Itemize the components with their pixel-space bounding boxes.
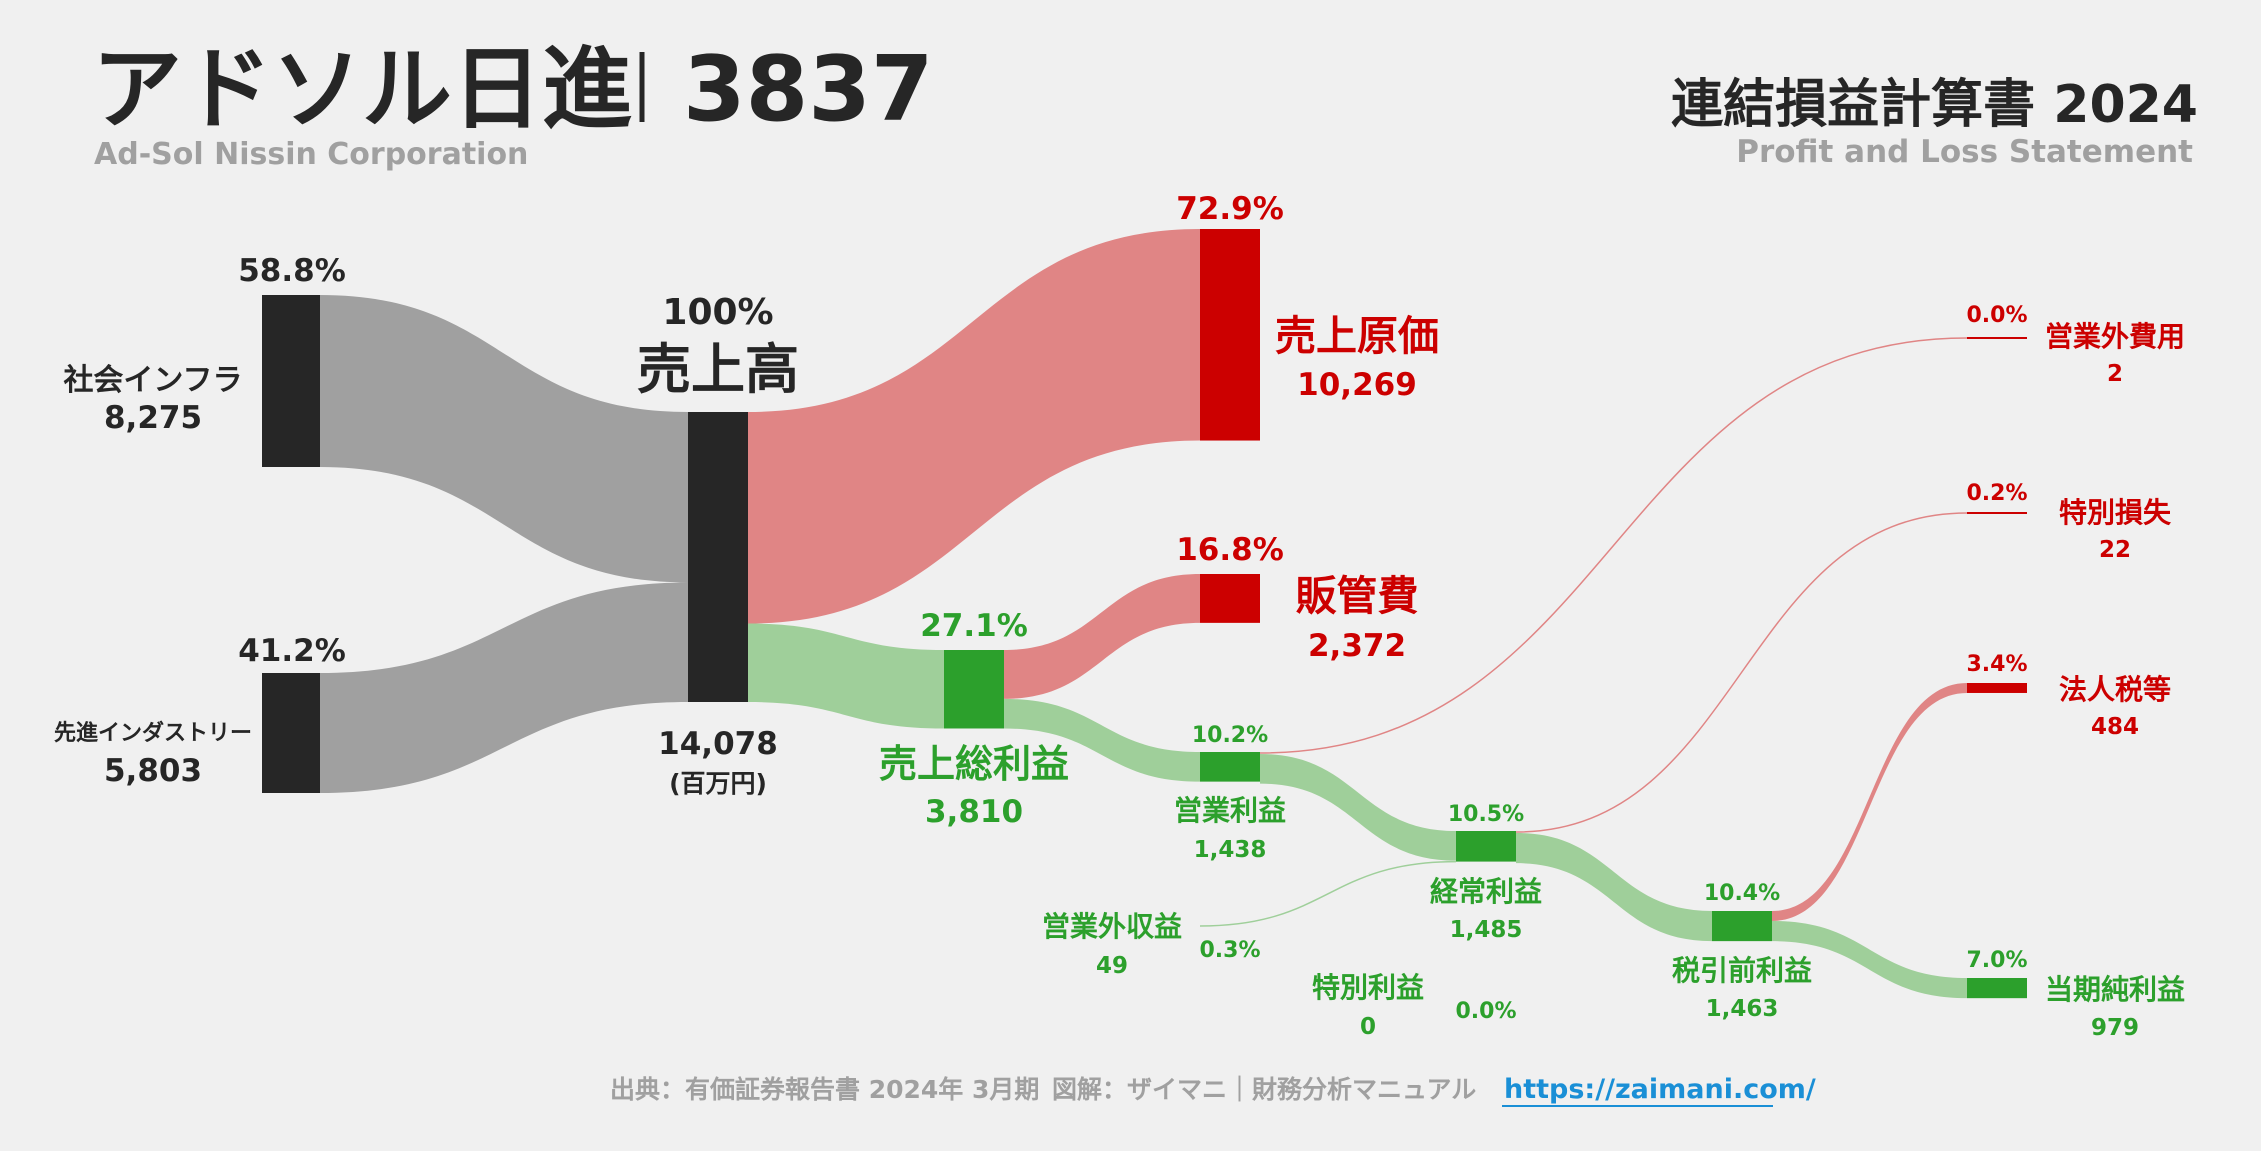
- node-name-ext-loss: 特別損失: [2059, 496, 2172, 529]
- node-bar-ext_loss: [1967, 512, 2027, 514]
- node-bar-cogs: [1200, 229, 1260, 441]
- node-bar-tax: [1967, 683, 2027, 693]
- pct-label-gross: 27.1%: [920, 608, 1028, 644]
- stock-code: 3837: [683, 37, 934, 142]
- value-label-ext-gain: 0: [1360, 1014, 1376, 1040]
- pct-label-advanced: 41.2%: [238, 633, 346, 669]
- value-label-ordinary: 1,485: [1450, 917, 1523, 943]
- node-name-advanced: 先進インダストリー: [54, 720, 252, 746]
- value-label-pretax: 1,463: [1706, 996, 1779, 1022]
- flow-ordinary-to-pretax: [1516, 833, 1712, 942]
- flow-ordinary-to-ext_loss: [1515, 512, 1968, 833]
- flow-gross-to-op: [1004, 698, 1200, 782]
- flow-pretax-to-tax: [1772, 683, 1967, 921]
- node-layer: [262, 229, 2027, 999]
- node-name-sga: 販管費: [1296, 572, 1419, 620]
- value-label-sga: 2,372: [1308, 628, 1406, 664]
- flow-gross-to-sga: [1004, 574, 1200, 699]
- value-label-advanced: 5,803: [104, 753, 202, 789]
- pct-label-op: 10.2%: [1192, 723, 1268, 748]
- node-bar-revenue: [688, 412, 748, 702]
- value-label-infra: 8,275: [104, 400, 202, 436]
- footer-source: 出典：有価証券報告書 2024年 3月期: [610, 1075, 1039, 1104]
- value-label-net: 979: [2091, 1015, 2139, 1041]
- flow-infra-to-revenue: [320, 295, 688, 583]
- pct-label-net: 7.0%: [1966, 948, 2027, 973]
- pct-label-tax: 3.4%: [1966, 652, 2027, 677]
- flow-layer: [320, 229, 1968, 999]
- pct-label-ext-gain: 0.0%: [1455, 999, 1516, 1024]
- flow-op-to-nonop_exp: [1259, 337, 1968, 754]
- pct-label-nonop-exp: 0.0%: [1966, 303, 2027, 328]
- node-bar-pretax: [1712, 911, 1772, 942]
- node-name-nonop-exp: 営業外費用: [2045, 320, 2185, 353]
- node-name-op: 営業利益: [1174, 794, 1286, 827]
- node-name-net: 当期純利益: [2045, 973, 2185, 1006]
- node-bar-net: [1967, 978, 2027, 999]
- pct-label-ext-loss: 0.2%: [1966, 481, 2027, 506]
- flow-op-to-ordinary: [1260, 754, 1456, 861]
- value-label-revenue: 14,078: [658, 726, 778, 762]
- node-bar-ordinary: [1456, 831, 1516, 862]
- statement-title: 連結損益計算書 2024: [1671, 75, 2198, 135]
- value-label-gross: 3,810: [925, 794, 1023, 830]
- node-bar-nonop_exp: [1967, 337, 2027, 339]
- pct-label-sga: 16.8%: [1176, 532, 1284, 568]
- node-name-nonop-inc: 営業外収益: [1042, 910, 1182, 943]
- pct-label-ordinary: 10.5%: [1448, 802, 1524, 827]
- pct-label-cogs: 72.9%: [1176, 191, 1284, 227]
- node-name-ordinary: 経常利益: [1430, 875, 1542, 908]
- value-label-tax: 484: [2091, 714, 2139, 740]
- node-name-pretax: 税引前利益: [1672, 954, 1812, 987]
- node-name-infra: 社会インフラ: [63, 363, 242, 398]
- value-label-cogs: 10,269: [1297, 367, 1417, 403]
- label-layer: アドソル日進 3837 Ad-Sol Nissin Corporation 連結…: [54, 37, 2198, 1107]
- pct-label-nonop-inc: 0.3%: [1199, 938, 1260, 963]
- flow-nonop_inc-to-ordinary: [1199, 860, 1457, 927]
- footer-link[interactable]: https://zaimani.com/: [1504, 1074, 1816, 1105]
- node-name-gross: 売上総利益: [879, 742, 1069, 786]
- statement-title-en: Profit and Loss Statement: [1736, 134, 2193, 170]
- value-label-op: 1,438: [1194, 837, 1267, 863]
- node-bar-gross: [944, 650, 1004, 729]
- node-name-cogs: 売上原価: [1275, 312, 1439, 360]
- value-label-nonop-inc: 49: [1096, 953, 1128, 979]
- flow-advanced-to-revenue: [320, 582, 688, 793]
- node-bar-sga: [1200, 574, 1260, 623]
- node-bar-op: [1200, 752, 1260, 782]
- pct-label-revenue: 100%: [662, 292, 773, 333]
- flow-revenue-to-cogs: [748, 229, 1200, 624]
- node-name-tax: 法人税等: [2059, 673, 2171, 706]
- company-name: アドソル日進: [92, 37, 632, 142]
- flow-pretax-to-net: [1772, 920, 1967, 999]
- node-name-ext-gain: 特別利益: [1312, 971, 1424, 1004]
- node-bar-infra: [262, 295, 320, 467]
- footer-credit: 図解：ザイマニ｜財務分析マニュアル: [1052, 1075, 1476, 1104]
- node-bar-advanced: [262, 673, 320, 793]
- value-label-ext-loss: 22: [2099, 537, 2131, 563]
- unit-label: (百万円): [669, 769, 767, 798]
- pct-label-pretax: 10.4%: [1704, 881, 1780, 906]
- company-name-en: Ad-Sol Nissin Corporation: [94, 137, 528, 172]
- node-name-revenue: 売上高: [637, 338, 799, 401]
- value-label-nonop-exp: 2: [2107, 361, 2123, 387]
- pct-label-infra: 58.8%: [238, 253, 346, 289]
- flow-revenue-to-gross: [748, 623, 944, 729]
